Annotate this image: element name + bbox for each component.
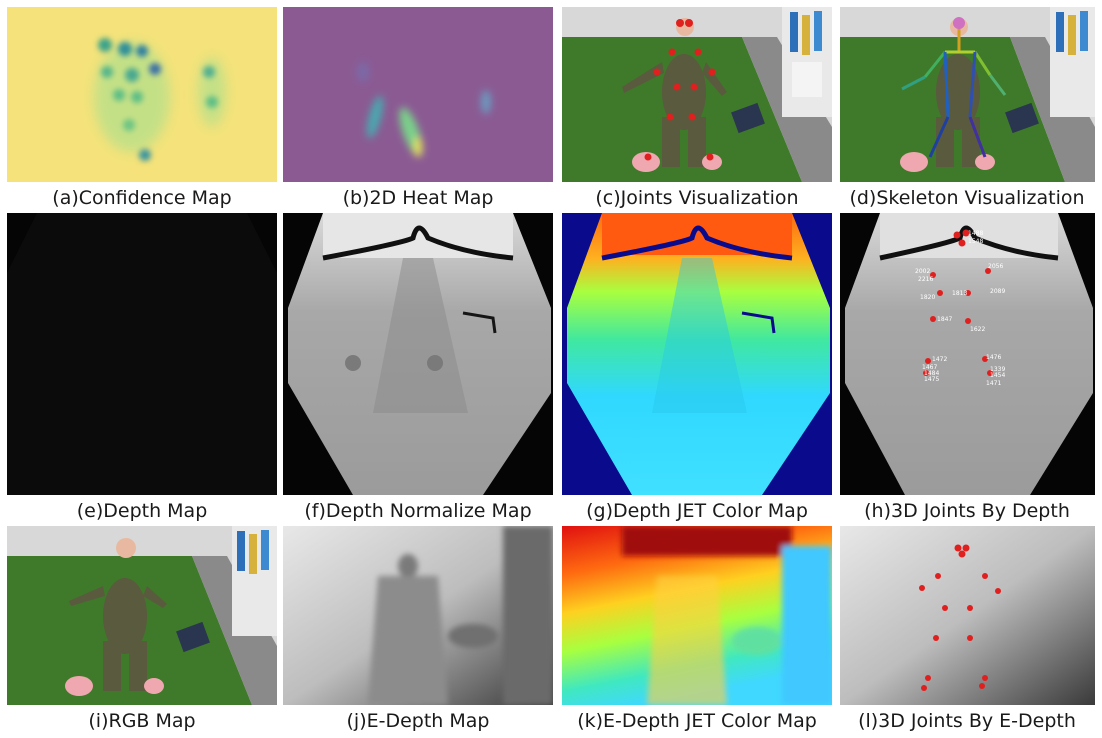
e-depth-map-image xyxy=(283,526,553,705)
depth-label: 1813 xyxy=(952,290,967,297)
caption-depth-normalize-map: (f)Depth Normalize Map xyxy=(304,500,532,522)
caption-3d-joints-by-depth: (h)3D Joints By Depth xyxy=(864,500,1070,522)
3d-joints-by-depth-image: 1488 1548 2002 2216 2056 1820 1813 2089 … xyxy=(840,213,1095,495)
depth-label: 1471 xyxy=(986,380,1001,387)
depth-label: 1467 xyxy=(922,364,937,371)
caption-depth-jet-color-map: (g)Depth JET Color Map xyxy=(586,500,808,522)
depth-label: 2056 xyxy=(988,263,1003,270)
confidence-map-image xyxy=(7,7,277,182)
depth-label: 1622 xyxy=(970,326,985,333)
joints-visualization-image xyxy=(562,7,832,182)
caption-rgb-map: (i)RGB Map xyxy=(88,710,196,732)
depth-label: 1548 xyxy=(968,238,983,245)
3d-joints-by-e-depth-image xyxy=(840,526,1095,705)
depth-value-labels: 1488 1548 2002 2216 2056 1820 1813 2089 … xyxy=(915,230,1005,387)
caption-skeleton-visualization: (d)Skeleton Visualization xyxy=(849,187,1085,209)
caption-2d-heat-map: (b)2D Heat Map xyxy=(342,187,494,209)
depth-label: 1475 xyxy=(924,376,939,383)
caption-e-depth-map: (j)E-Depth Map xyxy=(346,710,490,732)
depth-jet-color-map-image xyxy=(562,213,832,495)
caption-joints-visualization: (c)Joints Visualization xyxy=(595,187,799,209)
depth-label: 1454 xyxy=(990,372,1005,379)
rgb-map-image xyxy=(7,526,277,705)
depth-map-image xyxy=(7,213,277,495)
depth-label: 1488 xyxy=(968,230,983,237)
depth-label: 1472 xyxy=(932,356,947,363)
skeleton-visualization-image xyxy=(840,7,1095,182)
depth-label: 1476 xyxy=(986,354,1001,361)
depth-label: 1847 xyxy=(937,316,952,323)
depth-label: 2216 xyxy=(918,276,933,283)
depth-label: 2089 xyxy=(990,288,1005,295)
caption-confidence-map: (a)Confidence Map xyxy=(52,187,232,209)
depth-label: 1484 xyxy=(924,370,939,377)
caption-e-depth-jet-color-map: (k)E-Depth JET Color Map xyxy=(577,710,817,732)
e-depth-jet-color-map-image xyxy=(562,526,832,705)
depth-label: 1820 xyxy=(920,294,935,301)
caption-depth-map: (e)Depth Map xyxy=(76,500,208,522)
heat-map-image xyxy=(283,7,553,182)
caption-3d-joints-by-e-depth: (l)3D Joints By E-Depth xyxy=(858,710,1076,732)
depth-label: 2002 xyxy=(915,268,930,275)
depth-normalize-map-image xyxy=(283,213,553,495)
depth-label: 1339 xyxy=(990,366,1005,373)
